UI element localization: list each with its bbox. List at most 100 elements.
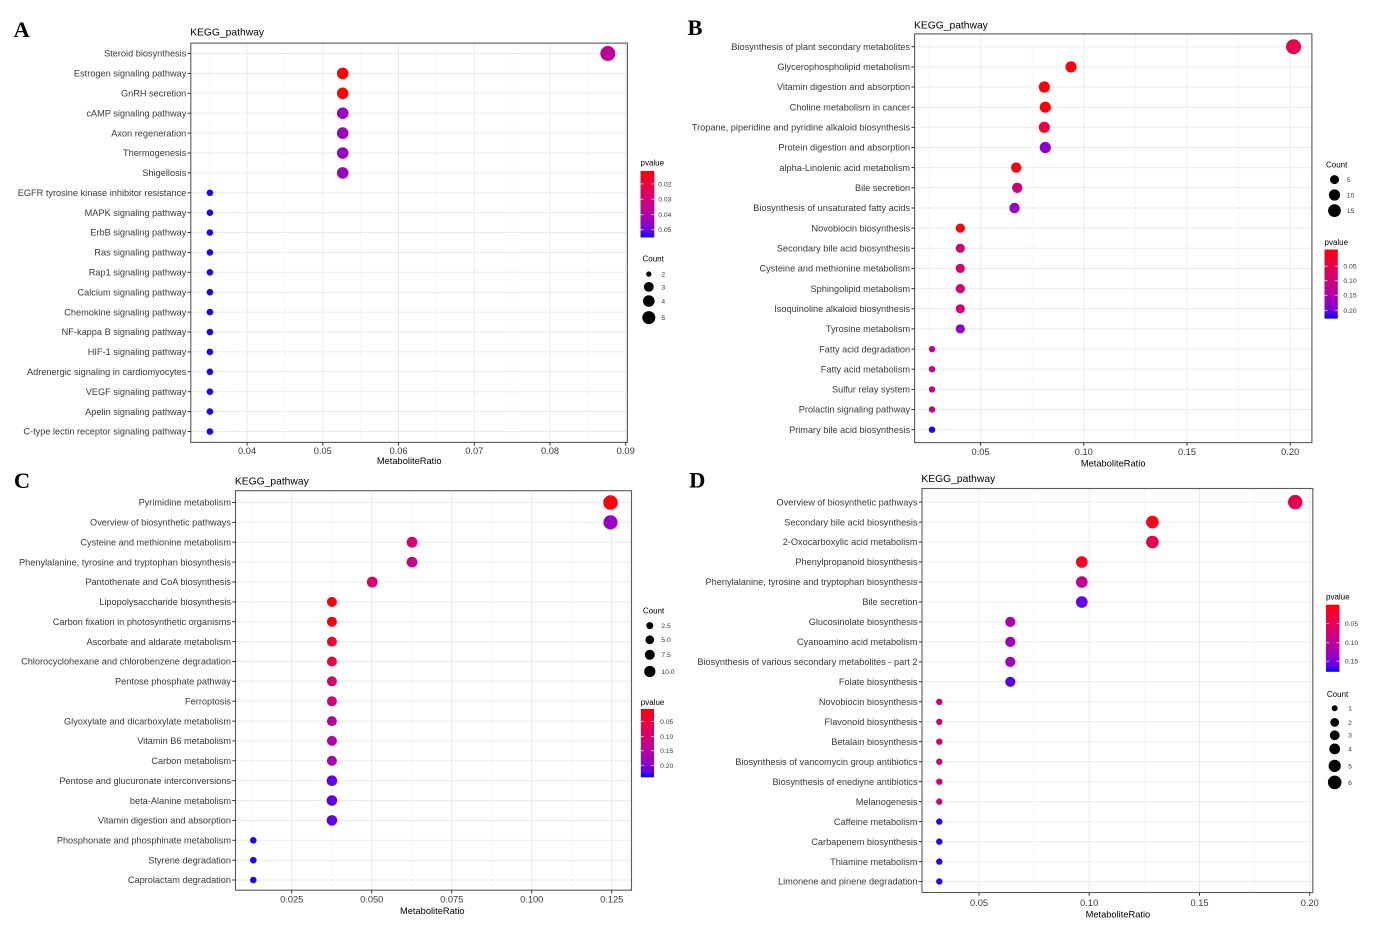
svg-text:Fatty acid metabolism: Fatty acid metabolism <box>821 364 911 374</box>
svg-text:0.03: 0.03 <box>658 197 671 204</box>
svg-text:Biosynthesis of unsaturated fa: Biosynthesis of unsaturated fatty acids <box>753 203 910 213</box>
svg-text:0.05: 0.05 <box>314 446 332 456</box>
svg-text:Prolactin signaling pathway: Prolactin signaling pathway <box>799 405 911 415</box>
svg-text:0.10: 0.10 <box>1345 640 1358 647</box>
svg-text:Fatty acid degradation: Fatty acid degradation <box>819 344 910 354</box>
svg-text:0.10: 0.10 <box>1075 447 1093 457</box>
svg-text:Sphingolipid metabolism: Sphingolipid metabolism <box>811 284 911 294</box>
svg-text:MetaboliteRatio: MetaboliteRatio <box>377 456 442 466</box>
svg-text:6: 6 <box>1348 780 1352 787</box>
svg-text:7.5: 7.5 <box>661 652 671 659</box>
svg-text:Biosynthesis of vancomycin gro: Biosynthesis of vancomycin group antibio… <box>735 757 918 767</box>
svg-text:Folate biosynthesis: Folate biosynthesis <box>839 677 918 687</box>
svg-text:4: 4 <box>1348 746 1352 753</box>
svg-text:Glycerophospholipid metabolism: Glycerophospholipid metabolism <box>777 62 910 72</box>
svg-text:GnRH secretion: GnRH secretion <box>121 89 186 99</box>
svg-text:Biosynthesis of various second: Biosynthesis of various secondary metabo… <box>697 657 917 667</box>
svg-text:Adrenergic signaling in cardio: Adrenergic signaling in cardiomyocytes <box>27 367 187 377</box>
svg-text:Pentose and glucuronate interc: Pentose and glucuronate interconversions <box>59 776 231 786</box>
svg-text:NF-kappa B signaling pathway: NF-kappa B signaling pathway <box>62 327 187 337</box>
svg-text:alpha-Linolenic acid metabolis: alpha-Linolenic acid metabolism <box>779 163 910 173</box>
svg-text:0.125: 0.125 <box>600 895 623 905</box>
svg-text:0.05: 0.05 <box>658 227 671 234</box>
svg-text:0.050: 0.050 <box>360 895 383 905</box>
svg-text:Estrogen signaling pathway: Estrogen signaling pathway <box>74 69 187 79</box>
svg-text:beta-Alanine metabolism: beta-Alanine metabolism <box>130 796 231 806</box>
svg-text:Carbon fixation in photosynthe: Carbon fixation in photosynthetic organi… <box>53 617 232 627</box>
svg-text:0.15: 0.15 <box>660 748 673 755</box>
svg-text:Apelin signaling pathway: Apelin signaling pathway <box>85 407 187 417</box>
svg-text:Phenylpropanoid biosynthesis: Phenylpropanoid biosynthesis <box>795 557 917 567</box>
svg-text:Tyrosine metabolism: Tyrosine metabolism <box>826 324 911 334</box>
svg-text:Axon regeneration: Axon regeneration <box>111 128 186 138</box>
svg-text:MetaboliteRatio: MetaboliteRatio <box>1086 909 1151 919</box>
svg-text:2-Oxocarboxylic acid metabolis: 2-Oxocarboxylic acid metabolism <box>783 537 918 547</box>
svg-text:MAPK signaling pathway: MAPK signaling pathway <box>85 208 187 218</box>
svg-text:0.04: 0.04 <box>658 212 671 219</box>
svg-text:Cyanoamino acid metabolism: Cyanoamino acid metabolism <box>797 637 918 647</box>
svg-text:Steroid biosynthesis: Steroid biosynthesis <box>104 49 187 59</box>
svg-text:KEGG_pathway: KEGG_pathway <box>235 476 310 487</box>
svg-text:Vitamin digestion and absorpti: Vitamin digestion and absorption <box>98 816 231 826</box>
svg-text:Biosynthesis of enediyne antib: Biosynthesis of enediyne antibiotics <box>772 777 917 787</box>
svg-text:Bile secretion: Bile secretion <box>862 597 917 607</box>
svg-text:0.05: 0.05 <box>1343 264 1356 271</box>
svg-text:Lipopolysaccharide biosynthesi: Lipopolysaccharide biosynthesis <box>99 597 231 607</box>
svg-text:Secondary bile acid biosynthes: Secondary bile acid biosynthesis <box>777 244 911 254</box>
svg-text:5: 5 <box>1348 763 1352 770</box>
svg-text:Ferroptosis: Ferroptosis <box>185 696 231 706</box>
svg-text:Caffeine metabolism: Caffeine metabolism <box>834 817 918 827</box>
svg-text:Phosphonate and phosphinate me: Phosphonate and phosphinate metabolism <box>57 836 232 846</box>
svg-text:pvalue: pvalue <box>1326 592 1350 601</box>
svg-text:Glyoxylate and dicarboxylate m: Glyoxylate and dicarboxylate metabolism <box>64 716 231 726</box>
svg-text:Styrene degradation: Styrene degradation <box>148 855 231 865</box>
svg-text:Chemokine signaling pathway: Chemokine signaling pathway <box>64 307 186 317</box>
svg-text:C: C <box>14 468 30 493</box>
svg-text:Shigellosis: Shigellosis <box>142 168 186 178</box>
svg-text:Pyrimidine metabolism: Pyrimidine metabolism <box>139 498 232 508</box>
svg-text:Novobiocin biosynthesis: Novobiocin biosynthesis <box>812 223 911 233</box>
svg-text:0.04: 0.04 <box>238 446 256 456</box>
svg-text:0.20: 0.20 <box>1281 447 1299 457</box>
svg-text:0.08: 0.08 <box>541 446 559 456</box>
svg-text:Isoquinoline alkaloid biosynth: Isoquinoline alkaloid biosynthesis <box>774 304 910 314</box>
svg-text:Tropane, piperidine and pyridi: Tropane, piperidine and pyridine alkaloi… <box>692 123 911 133</box>
svg-text:Protein digestion and absorpti: Protein digestion and absorption <box>778 143 910 153</box>
svg-text:10: 10 <box>1347 192 1355 199</box>
svg-text:0.05: 0.05 <box>972 447 990 457</box>
svg-text:3: 3 <box>1348 733 1352 740</box>
svg-text:0.15: 0.15 <box>1190 898 1208 908</box>
svg-text:Choline metabolism in cancer: Choline metabolism in cancer <box>790 102 911 112</box>
svg-text:0.07: 0.07 <box>465 446 483 456</box>
svg-text:Ras signaling pathway: Ras signaling pathway <box>94 248 186 258</box>
svg-text:Cysteine and methionine metabo: Cysteine and methionine metabolism <box>759 264 910 274</box>
svg-text:0.06: 0.06 <box>389 446 407 456</box>
svg-text:5: 5 <box>1347 177 1351 184</box>
svg-text:2.5: 2.5 <box>661 623 671 630</box>
svg-text:Bile secretion: Bile secretion <box>855 183 910 193</box>
svg-text:Count: Count <box>643 254 665 263</box>
svg-text:0.09: 0.09 <box>617 446 635 456</box>
svg-text:0.15: 0.15 <box>1345 659 1358 666</box>
svg-text:VEGF signaling pathway: VEGF signaling pathway <box>86 387 187 397</box>
svg-text:Betalain biosynthesis: Betalain biosynthesis <box>831 737 918 747</box>
svg-text:0.075: 0.075 <box>440 895 463 905</box>
svg-text:0.15: 0.15 <box>1343 293 1356 300</box>
svg-text:Thiamine metabolism: Thiamine metabolism <box>830 857 918 867</box>
svg-text:Overview of biosynthetic pathw: Overview of biosynthetic pathways <box>777 497 918 507</box>
svg-text:Carbapenem biosynthesis: Carbapenem biosynthesis <box>811 837 918 847</box>
svg-text:Flavonoid biosynthesis: Flavonoid biosynthesis <box>825 717 918 727</box>
svg-text:Pantothenate and CoA biosynthe: Pantothenate and CoA biosynthesis <box>85 577 231 587</box>
svg-text:C-type lectin receptor signali: C-type lectin receptor signaling pathway <box>23 427 186 437</box>
svg-text:Primary bile acid biosynthesis: Primary bile acid biosynthesis <box>789 425 910 435</box>
svg-text:KEGG_pathway: KEGG_pathway <box>914 20 989 31</box>
svg-text:Chlorocyclohexane and chlorobe: Chlorocyclohexane and chlorobenzene degr… <box>21 657 231 667</box>
svg-text:Caprolactam degradation: Caprolactam degradation <box>128 875 231 885</box>
svg-text:A: A <box>14 17 31 42</box>
svg-text:0.100: 0.100 <box>520 895 543 905</box>
svg-text:10.0: 10.0 <box>661 669 674 676</box>
svg-text:Ascorbate and aldarate metabol: Ascorbate and aldarate metabolism <box>86 637 231 647</box>
svg-text:Calcium signaling pathway: Calcium signaling pathway <box>78 287 187 297</box>
svg-text:Count: Count <box>1326 161 1348 170</box>
svg-text:0.10: 0.10 <box>1080 898 1098 908</box>
